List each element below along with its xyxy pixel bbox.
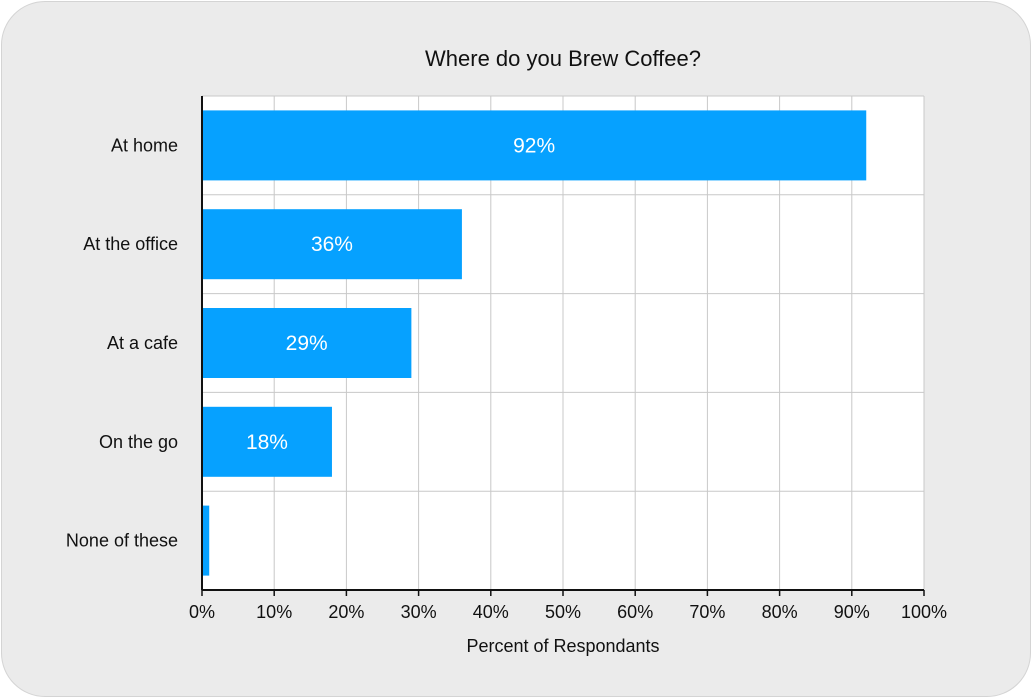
category-label: At home	[111, 135, 178, 155]
x-tick-label: 70%	[689, 602, 725, 622]
x-tick-label: 90%	[834, 602, 870, 622]
data-label: 92%	[513, 134, 555, 157]
category-label: On the go	[99, 432, 178, 452]
x-tick-label: 20%	[328, 602, 364, 622]
x-tick-labels: 0% 10% 20% 30% 40% 50% 60% 70% 80% 90% 100%	[189, 602, 947, 622]
x-tick-label: 80%	[762, 602, 798, 622]
x-tick-label: 0%	[189, 602, 215, 622]
data-label: 36%	[311, 233, 353, 256]
category-label: At a cafe	[107, 333, 178, 353]
bar	[202, 308, 412, 378]
chart-title: Where do you Brew Coffee?	[425, 46, 701, 71]
x-tick-label: 30%	[401, 602, 437, 622]
data-label: 29%	[286, 332, 328, 355]
x-tick-label: 100%	[901, 602, 947, 622]
x-axis-title: Percent of Respondants	[466, 636, 660, 656]
x-tick-label: 60%	[617, 602, 653, 622]
bars	[202, 110, 867, 576]
axes	[201, 96, 925, 596]
x-tick-label: 10%	[256, 602, 292, 622]
bar	[202, 505, 210, 576]
category-labels: At home At the office At a cafe On the go No…	[66, 135, 178, 550]
x-tick-label: 40%	[473, 602, 509, 622]
category-label: None of these	[66, 531, 178, 551]
bar	[202, 110, 867, 181]
bar	[202, 209, 462, 280]
data-label: 18%	[246, 431, 288, 454]
data-labels: 92% 36% 29% 18%	[246, 134, 555, 453]
x-tick-label: 50%	[545, 602, 581, 622]
bar	[202, 406, 332, 477]
category-label: At the office	[83, 234, 178, 254]
